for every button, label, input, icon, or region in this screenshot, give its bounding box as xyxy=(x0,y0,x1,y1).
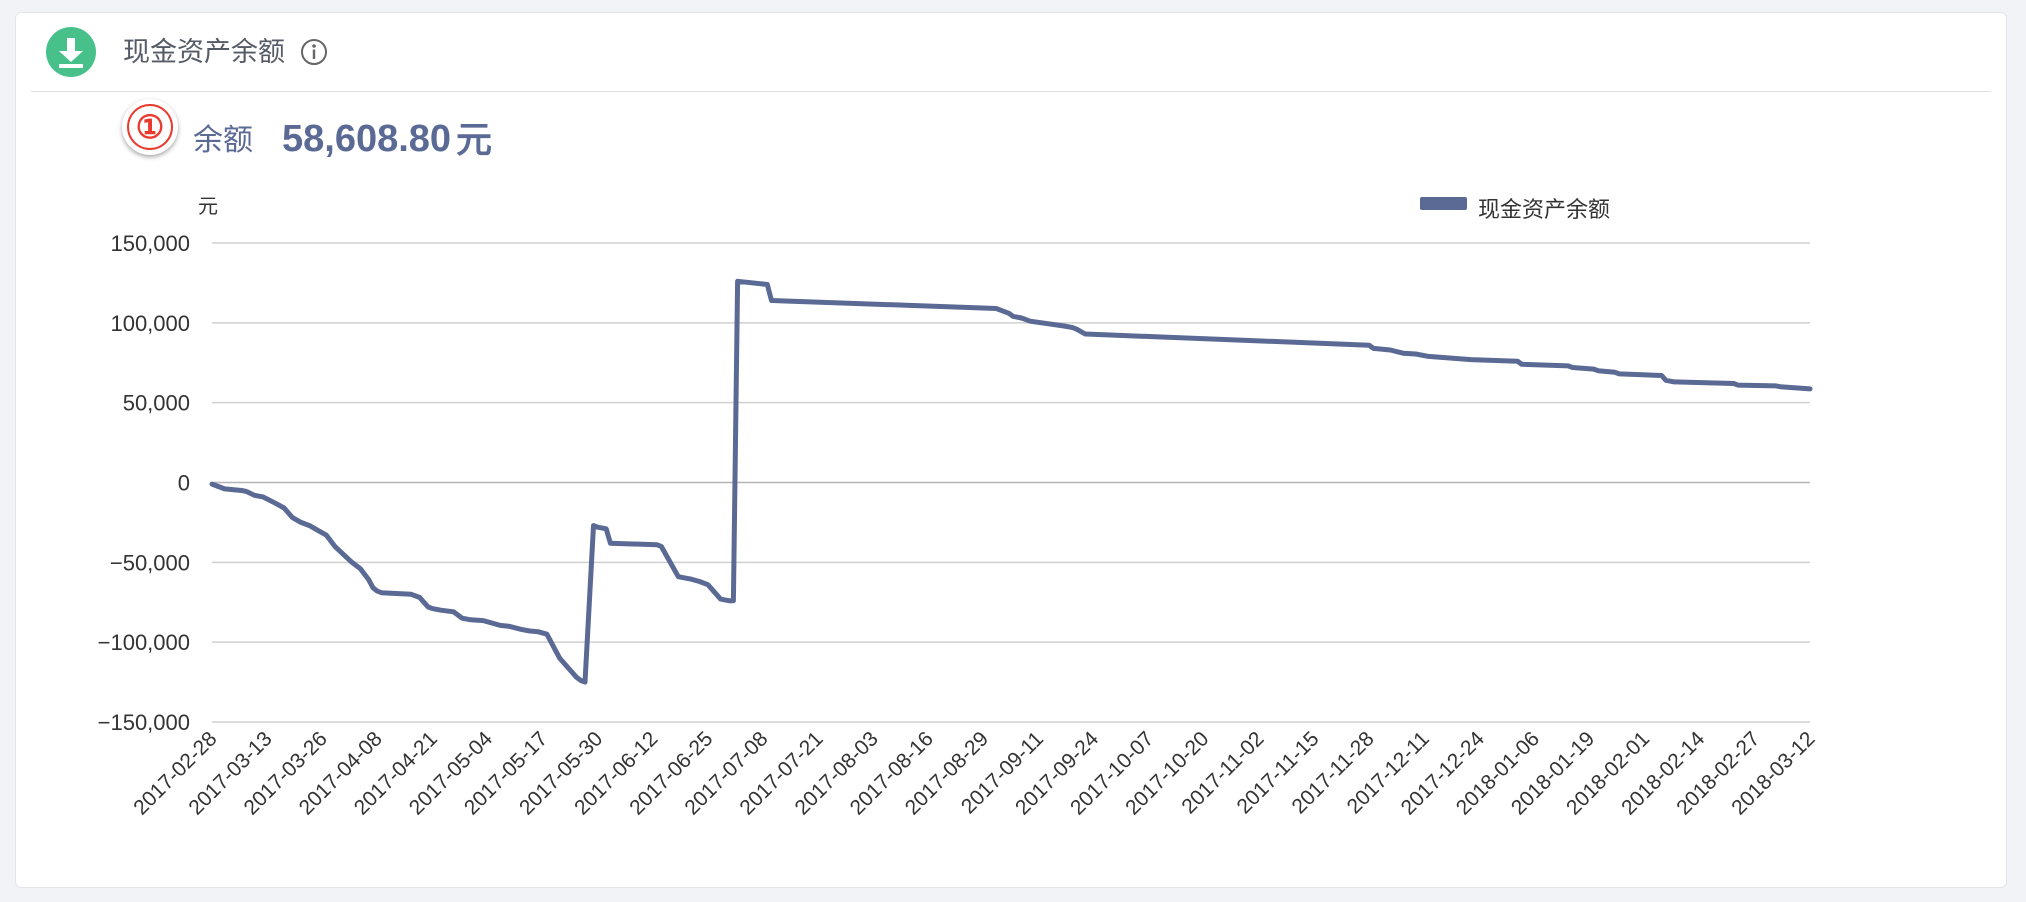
y-tick-label: −50,000 xyxy=(110,550,190,575)
series-line-cash-balance xyxy=(209,278,1813,685)
card-header: 现金资产余额 xyxy=(31,13,1991,92)
step-badge: ① xyxy=(122,99,178,155)
legend[interactable]: 现金资产余额 xyxy=(1420,197,1610,223)
grid-lines xyxy=(212,242,1810,723)
step-number: ① xyxy=(127,104,173,150)
y-tick-label: 50,000 xyxy=(123,391,190,416)
y-tick-label: 100,000 xyxy=(110,311,190,336)
x-axis-ticks: 2017-02-282017-03-132017-03-262017-04-08… xyxy=(129,727,1819,819)
y-tick-label: 150,000 xyxy=(110,231,190,256)
y-tick-label: −150,000 xyxy=(98,710,190,735)
y-tick-label: 0 xyxy=(178,471,190,496)
balance-unit: 元 xyxy=(456,120,493,161)
download-icon[interactable] xyxy=(46,27,96,77)
y-axis-unit: 元 xyxy=(198,194,218,218)
card-title: 现金资产余额 xyxy=(123,37,285,68)
info-icon[interactable] xyxy=(300,38,328,66)
y-axis-ticks: 150,000 100,000 50,000 0 −50,000 −100,000 −150… xyxy=(98,231,190,735)
balance-value: 58,608.80 xyxy=(282,118,452,160)
y-tick-label: −100,000 xyxy=(98,630,190,655)
legend-swatch xyxy=(1420,197,1467,210)
cash-balance-card: 现金资产余额 ① 余额 58,608.80 元 xyxy=(15,12,2007,888)
legend-label: 现金资产余额 xyxy=(1478,198,1610,223)
balance-label: 余额 xyxy=(193,123,253,158)
